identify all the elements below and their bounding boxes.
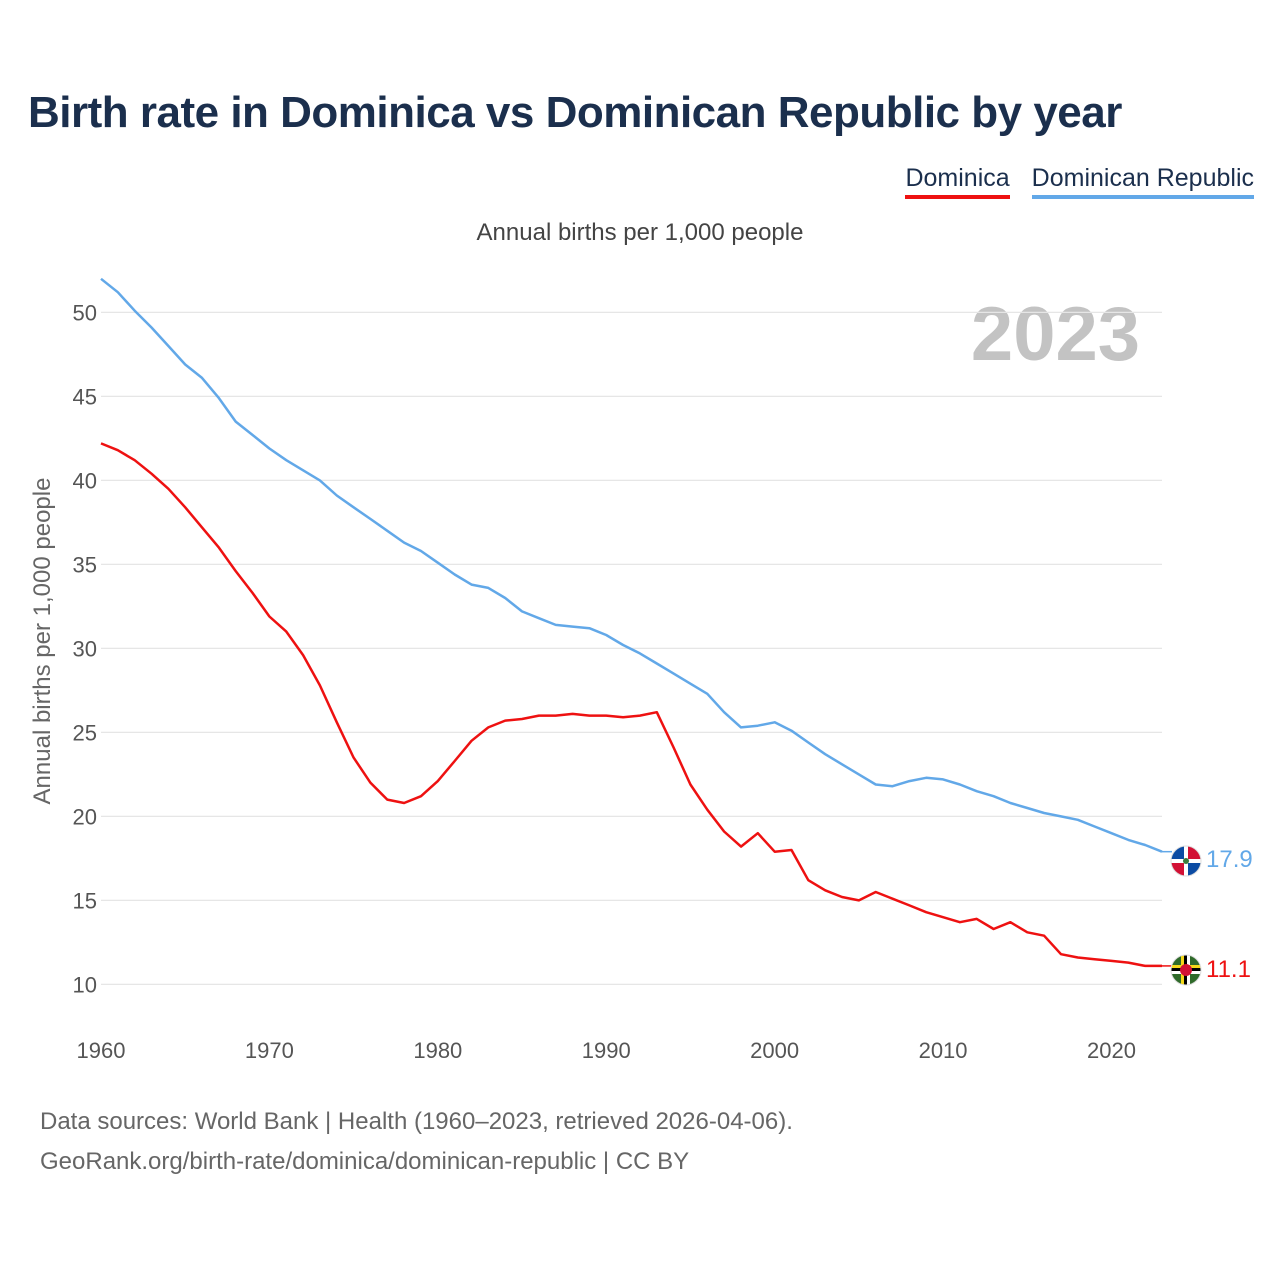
y-tick-label: 35 — [73, 552, 97, 577]
series-lines — [100, 277, 1172, 968]
legend: Dominica Dominican Republic — [905, 164, 1254, 199]
y-tick-label: 30 — [73, 636, 97, 661]
x-tick-label: 2020 — [1087, 1038, 1136, 1063]
y-tick-label: 40 — [73, 468, 97, 493]
grid — [101, 311, 1162, 986]
chart-subtitle: Annual births per 1,000 people — [477, 219, 804, 246]
legend-item-dominica[interactable]: Dominica — [905, 164, 1010, 199]
y-tick-label: 45 — [73, 384, 97, 409]
dominica-flag-icon — [1170, 954, 1202, 986]
x-axis: 1960 1970 1980 1990 2000 2010 2020 — [77, 1038, 1136, 1063]
x-tick-label: 2010 — [919, 1038, 968, 1063]
y-axis-title: Annual births per 1,000 people — [29, 478, 56, 805]
legend-item-dominican-republic[interactable]: Dominican Republic — [1031, 164, 1254, 199]
dominican-republic-flag-icon — [1170, 845, 1202, 877]
y-tick-label: 20 — [73, 804, 97, 829]
end-value-dominican-republic: 17.9 — [1206, 846, 1253, 873]
y-axis: 10 15 20 25 30 35 40 45 50 — [73, 300, 97, 997]
series-line-dominica — [100, 442, 1162, 968]
y-tick-label: 15 — [73, 888, 97, 913]
y-tick-label: 50 — [73, 300, 97, 325]
x-tick-label: 2000 — [750, 1038, 799, 1063]
source-link[interactable]: GeoRank.org/birth-rate/dominica/dominica… — [40, 1148, 690, 1175]
line-chart: Annual births per 1,000 people 2023 Annu… — [29, 219, 1253, 1063]
x-tick-label: 1970 — [245, 1038, 294, 1063]
end-value-dominica: 11.1 — [1206, 956, 1251, 983]
x-tick-label: 1960 — [77, 1038, 126, 1063]
page-title: Birth rate in Dominica vs Dominican Repu… — [28, 88, 1122, 137]
x-tick-label: 1990 — [582, 1038, 631, 1063]
y-tick-label: 10 — [73, 972, 97, 997]
year-label: 2023 — [971, 292, 1140, 377]
data-sources: Data sources: World Bank | Health (1960–… — [40, 1108, 793, 1135]
x-tick-label: 1980 — [413, 1038, 462, 1063]
series-line-dominican-republic — [100, 277, 1163, 853]
y-tick-label: 25 — [73, 720, 97, 745]
